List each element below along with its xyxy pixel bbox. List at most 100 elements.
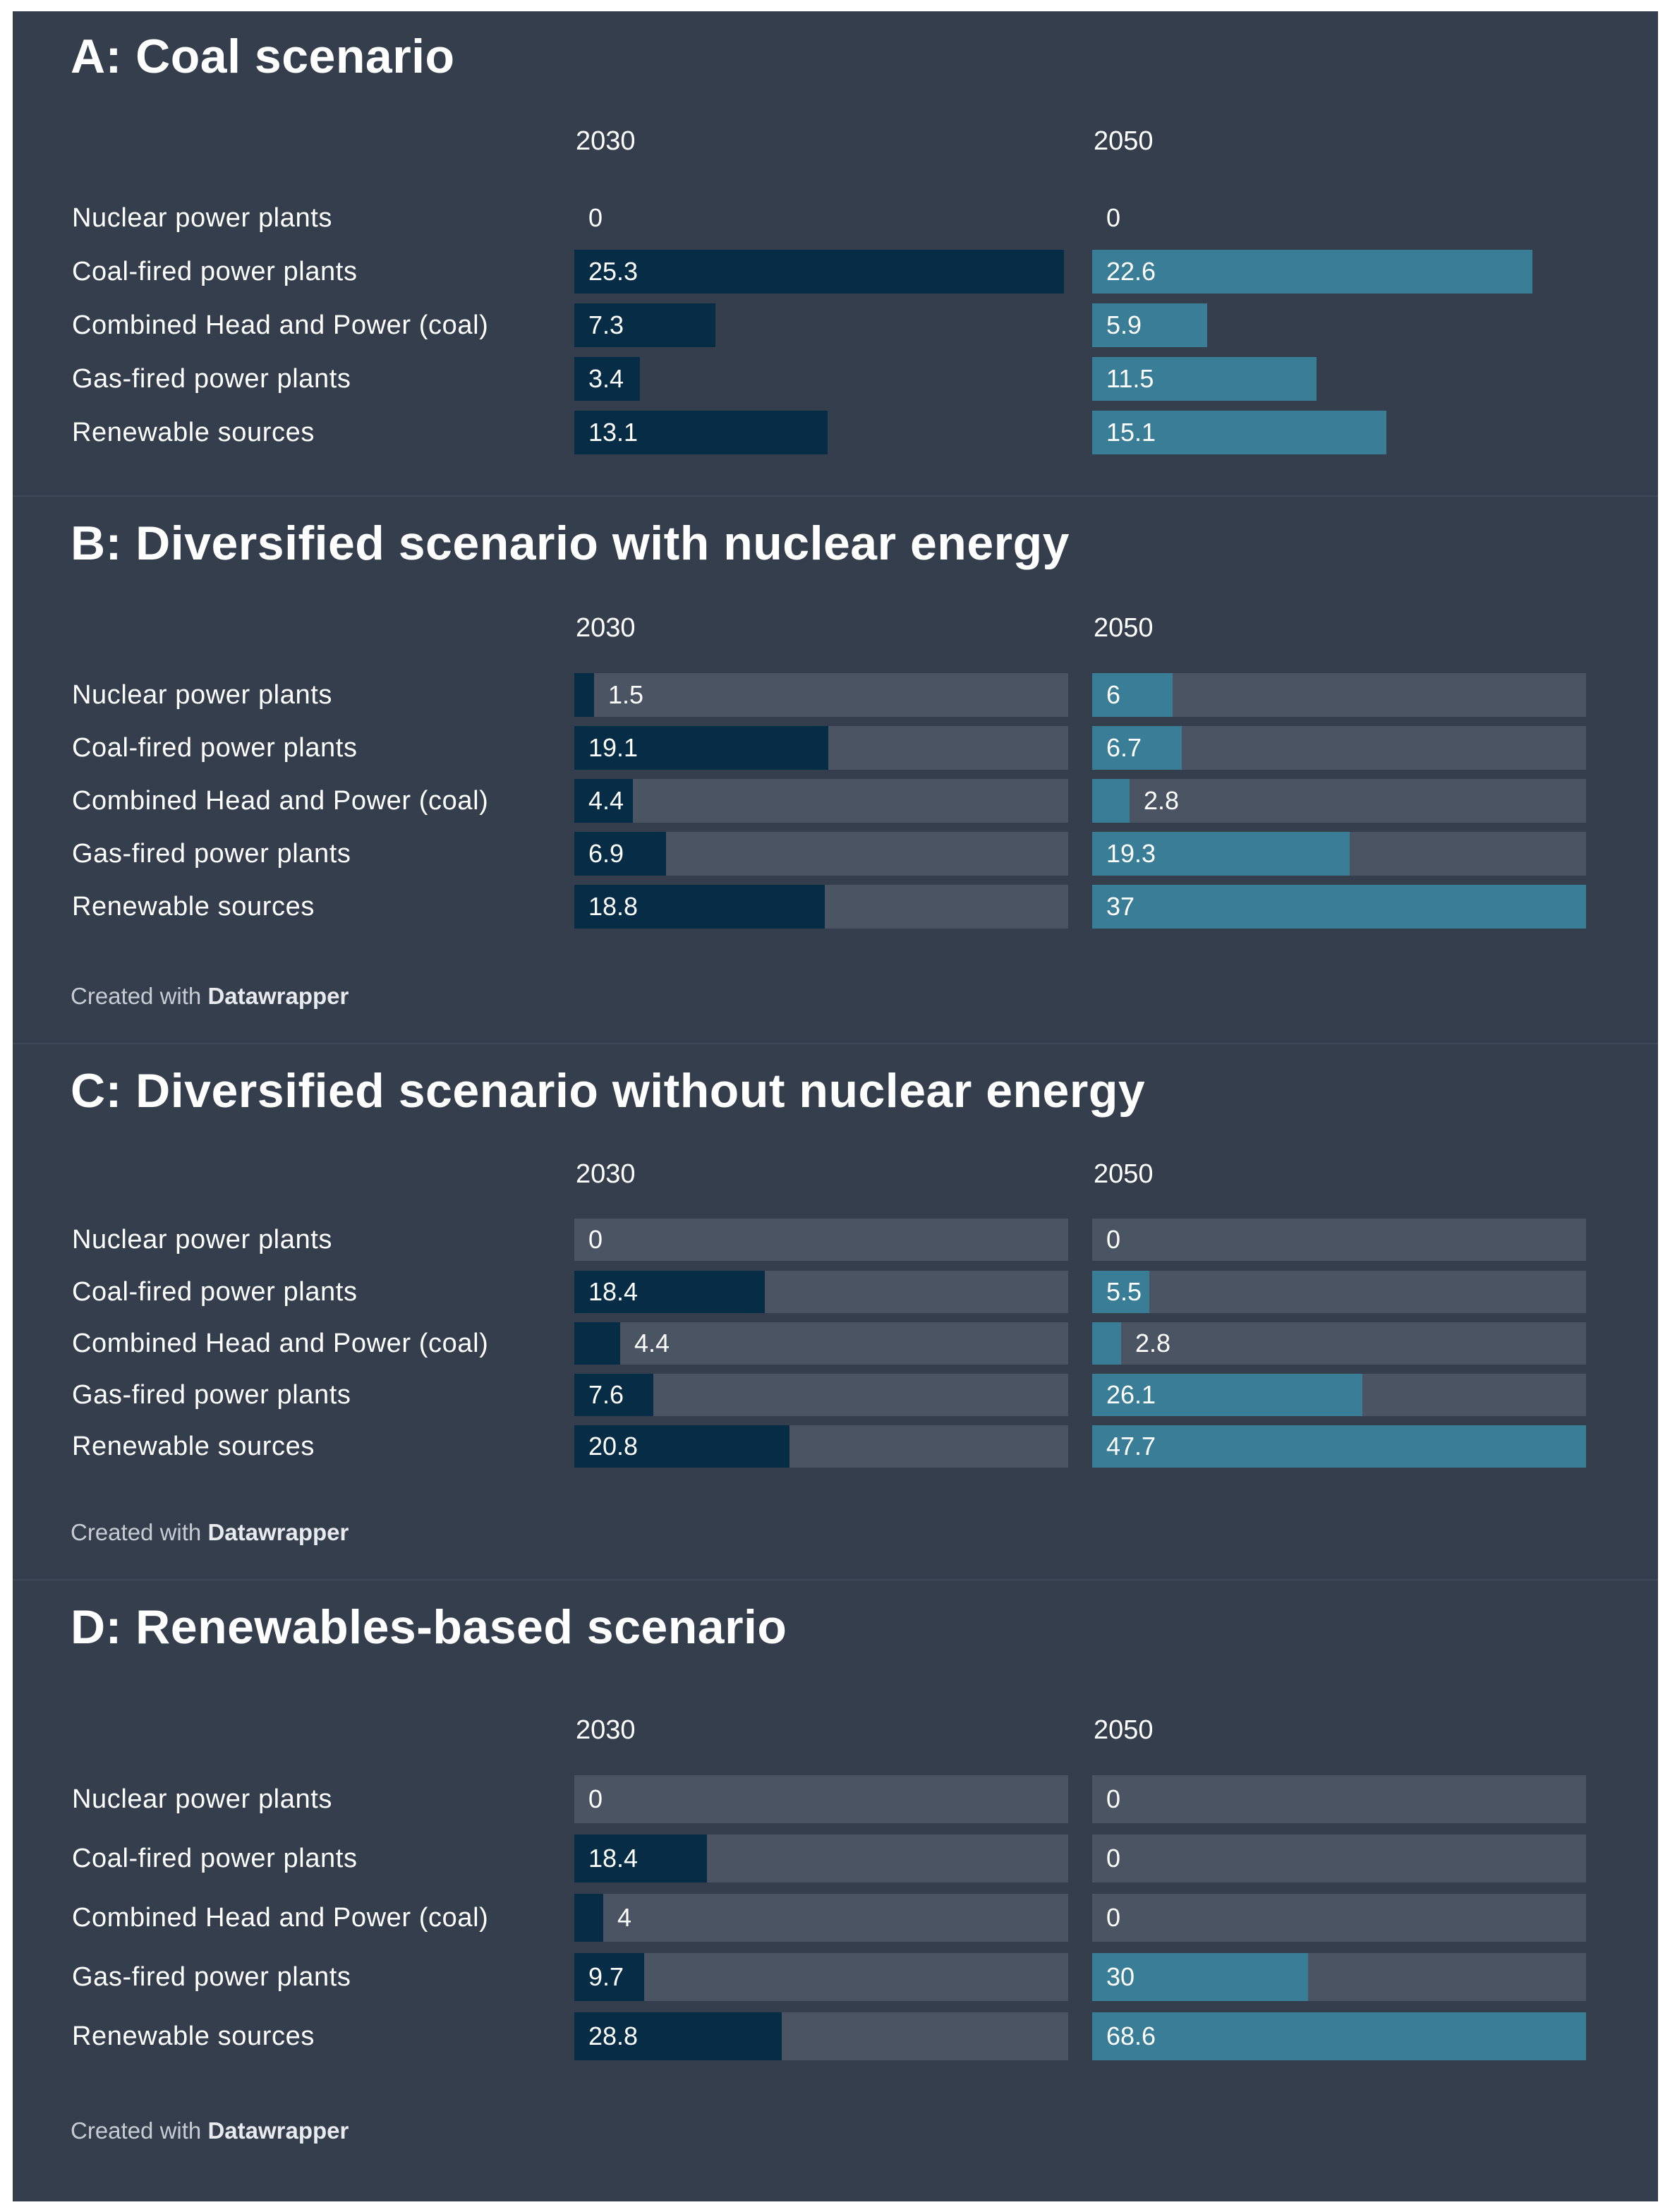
data-label: 3.4	[588, 364, 624, 393]
column-header-2030: 2030	[576, 126, 636, 156]
column-header-2050: 2050	[1094, 613, 1154, 643]
data-label: 13.1	[588, 418, 639, 447]
panel-separator	[13, 1579, 1658, 1581]
data-label: 2.8	[1144, 786, 1180, 815]
row-label: Gas-fired power plants	[72, 1380, 351, 1410]
bar-2050	[1092, 885, 1586, 929]
data-label: 28.8	[588, 2021, 639, 2050]
data-label: 0	[1106, 1903, 1121, 1932]
column-header-2030: 2030	[576, 1715, 636, 1745]
row-label: Renewable sources	[72, 892, 315, 921]
bar-2030	[574, 2012, 782, 2060]
panel-separator	[13, 1043, 1658, 1044]
column-header-2050: 2050	[1094, 1159, 1154, 1189]
bar-2030	[574, 411, 828, 454]
chart-title: B: Diversified scenario with nuclear ene…	[71, 516, 1070, 570]
bar-2050	[1092, 357, 1317, 401]
data-label: 0	[1106, 1844, 1121, 1873]
data-label: 68.6	[1106, 2021, 1156, 2050]
chart-canvas: A: Coal scenario 2030 2050 Nuclear power pl…	[13, 11, 1658, 2201]
chart-title: C: Diversified scenario without nuclear …	[71, 1064, 1146, 1118]
data-label: 26.1	[1106, 1380, 1156, 1409]
chart-title: D: Renewables-based scenario	[71, 1600, 787, 1654]
data-label: 22.6	[1106, 257, 1156, 286]
bar-2050	[1092, 1953, 1308, 2001]
row-label: Combined Head and Power (coal)	[72, 1903, 489, 1933]
bar-track	[574, 1775, 1068, 1823]
bar-track	[574, 779, 1068, 823]
bar-2050	[1092, 779, 1130, 823]
row-label: Renewable sources	[72, 418, 315, 447]
row-label: Renewable sources	[72, 2021, 315, 2051]
data-label: 47.7	[1106, 1432, 1156, 1461]
bar-track	[574, 1953, 1068, 2001]
bar-track	[1092, 1271, 1586, 1313]
bar-track	[1092, 673, 1586, 717]
row-label: Renewable sources	[72, 1432, 315, 1461]
row-label: Coal-fired power plants	[72, 257, 358, 286]
data-label: 5.5	[1106, 1277, 1142, 1306]
panel-separator	[13, 495, 1658, 497]
row-label: Combined Head and Power (coal)	[72, 310, 489, 340]
bar-2050	[1092, 1425, 1586, 1468]
data-label: 20.8	[588, 1432, 639, 1461]
column-header-2050: 2050	[1094, 126, 1154, 156]
row-label: Nuclear power plants	[72, 1225, 332, 1255]
data-label: 15.1	[1106, 418, 1156, 447]
bar-2030	[574, 1271, 765, 1313]
data-label: 6.9	[588, 839, 624, 868]
bar-track	[574, 1374, 1068, 1416]
bar-2050	[1092, 250, 1532, 294]
bar-2030	[574, 1425, 789, 1468]
data-label: 6.7	[1106, 733, 1142, 762]
bar-2030	[574, 250, 1064, 294]
data-label: 6	[1106, 680, 1121, 709]
bar-2050	[1092, 2012, 1586, 2060]
bar-2030	[574, 1374, 653, 1416]
credit-brand[interactable]: Datawrapper	[207, 2117, 349, 2144]
credit-brand[interactable]: Datawrapper	[207, 1519, 349, 1545]
bar-track	[1092, 779, 1586, 823]
credit-line: Created with Datawrapper	[71, 982, 349, 1010]
data-label: 4.4	[634, 1329, 670, 1358]
bar-2050	[1092, 673, 1173, 717]
bar-track	[1092, 1775, 1586, 1823]
data-label: 0	[588, 203, 603, 232]
credit-prefix: Created with	[71, 1519, 208, 1545]
row-label: Gas-fired power plants	[72, 364, 351, 394]
chart-title: A: Coal scenario	[71, 30, 455, 83]
data-label: 7.6	[588, 1380, 624, 1409]
data-label: 0	[1106, 203, 1121, 232]
bar-2050	[1092, 411, 1386, 454]
row-label: Nuclear power plants	[72, 680, 332, 710]
bar-2030	[574, 673, 594, 717]
row-label: Coal-fired power plants	[72, 733, 358, 763]
bar-track	[574, 1219, 1068, 1261]
row-label: Coal-fired power plants	[72, 1277, 358, 1307]
row-label: Nuclear power plants	[72, 1784, 332, 1814]
credit-line: Created with Datawrapper	[71, 1518, 349, 1547]
credit-prefix: Created with	[71, 983, 208, 1009]
bar-2030	[574, 1894, 603, 1942]
credit-brand[interactable]: Datawrapper	[207, 983, 349, 1009]
data-label: 0	[1106, 1784, 1121, 1813]
bar-2050	[1092, 726, 1182, 770]
data-label: 19.3	[1106, 839, 1156, 868]
bar-2050	[1092, 1271, 1149, 1313]
bar-track	[1092, 1219, 1586, 1261]
bar-2030	[574, 1322, 620, 1365]
column-header-2050: 2050	[1094, 1715, 1154, 1745]
bar-2030	[574, 885, 825, 929]
data-label: 37	[1106, 892, 1135, 921]
data-label: 2.8	[1135, 1329, 1171, 1358]
data-label: 0	[588, 1225, 603, 1254]
credit-prefix: Created with	[71, 2117, 208, 2144]
column-header-2030: 2030	[576, 613, 636, 643]
data-label: 7.3	[588, 310, 624, 339]
bar-2030	[574, 832, 666, 876]
data-label: 18.8	[588, 892, 639, 921]
bar-track	[1092, 1322, 1586, 1365]
bar-track	[574, 1322, 1068, 1365]
column-header-2030: 2030	[576, 1159, 636, 1189]
data-label: 4.4	[588, 786, 624, 815]
